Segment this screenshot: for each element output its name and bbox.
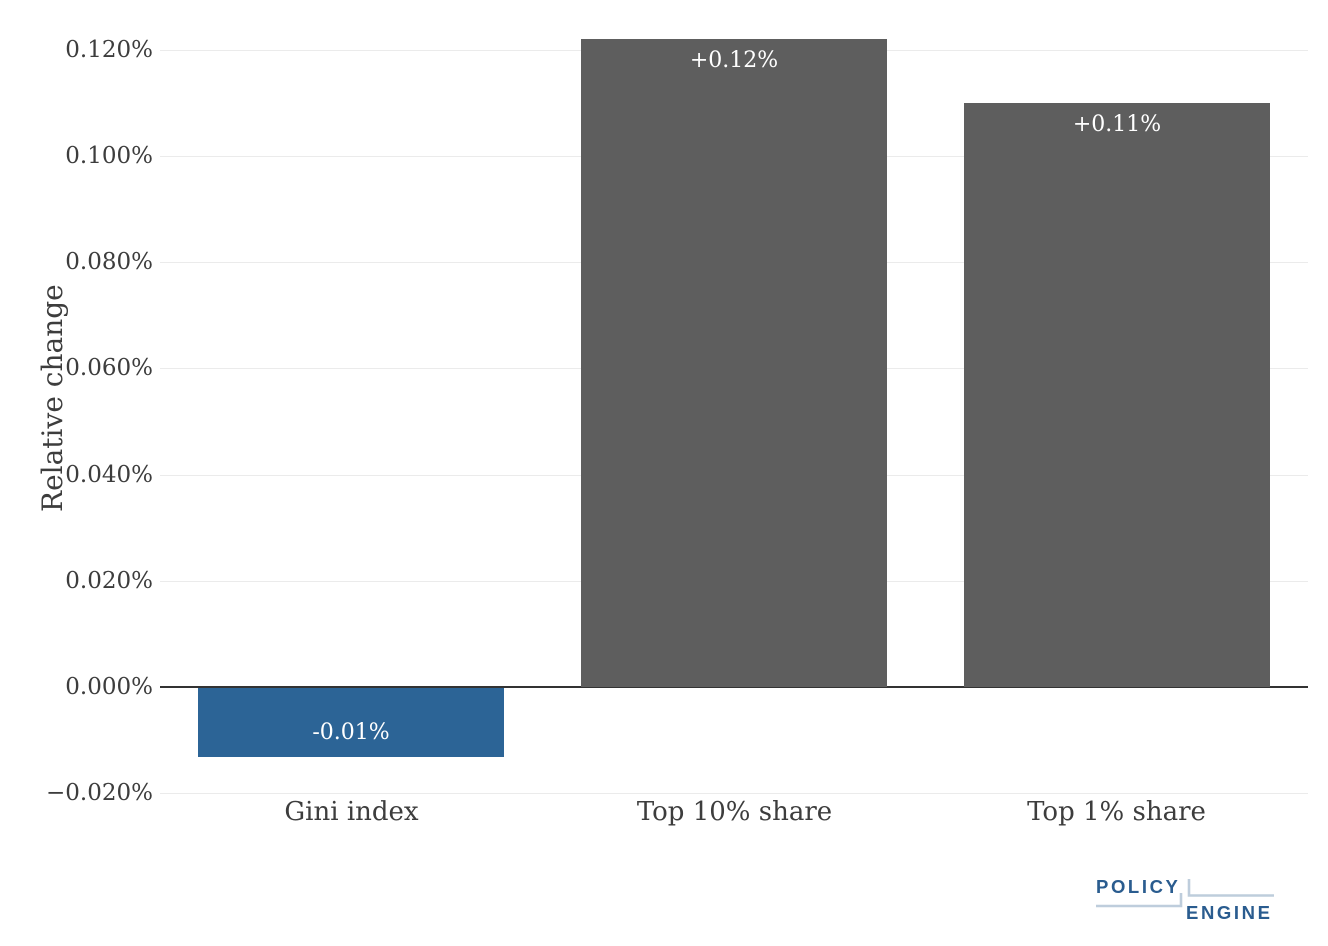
y-tick-label: 0.000%: [65, 674, 153, 700]
logo-engine-text: ENGINE: [1186, 902, 1273, 923]
x-category-label: Top 10% share: [636, 797, 833, 827]
y-tick-label: 0.060%: [65, 355, 153, 381]
y-tick-label: 0.080%: [65, 249, 153, 275]
bar-value-label: +0.12%: [689, 48, 779, 73]
x-category-label: Gini index: [284, 797, 419, 827]
zero-line: [160, 686, 1308, 688]
bar-top-10-share: [581, 39, 887, 687]
bar-value-label: +0.11%: [1072, 112, 1162, 137]
y-tick-label: 0.100%: [65, 143, 153, 169]
y-tick-label: 0.020%: [65, 568, 153, 594]
policyengine-logo: POLICY ENGINE: [1096, 876, 1274, 923]
x-category-label: Top 1% share: [1027, 797, 1206, 827]
bar-value-label: -0.01%: [312, 720, 390, 745]
y-gridline: [160, 793, 1308, 794]
logo-bracket-bottom-line: [1096, 893, 1183, 908]
logo-bracket-top-line: [1187, 879, 1274, 897]
logo-policy-text: POLICY: [1096, 876, 1180, 897]
y-tick-label: 0.120%: [65, 37, 153, 63]
bar-gini-index: [198, 688, 504, 757]
bar-top-1-share: [964, 103, 1270, 687]
y-tick-label: 0.040%: [65, 462, 153, 488]
y-tick-label: −0.020%: [46, 780, 153, 806]
